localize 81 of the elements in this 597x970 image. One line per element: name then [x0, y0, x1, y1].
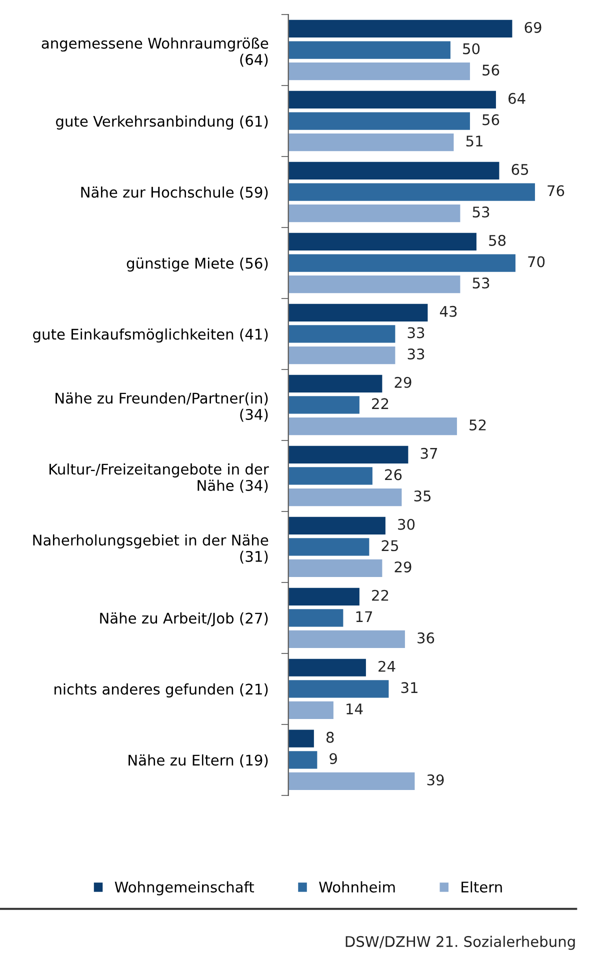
bar — [288, 772, 416, 791]
y-tick-label: angemessene Wohnraumgröße (64) — [42, 37, 268, 67]
data-label: 30 — [398, 518, 415, 530]
data-label: 37 — [420, 448, 438, 459]
bar — [288, 204, 462, 223]
bar — [288, 558, 384, 578]
data-label: 56 — [482, 114, 500, 126]
data-label: 25 — [382, 540, 398, 552]
bar — [288, 537, 370, 557]
data-label: 8 — [326, 732, 334, 743]
y-tick-label: Nähe zu Eltern (19) — [128, 754, 268, 768]
y-tick-label: günstige Miete (56) — [126, 257, 268, 272]
bar — [288, 445, 410, 464]
legend-label: Wohngemeinschaft — [114, 881, 254, 896]
bar — [288, 161, 500, 180]
data-label: 22 — [372, 590, 388, 601]
bar — [288, 608, 344, 628]
data-label: 64 — [508, 92, 526, 104]
bar — [288, 182, 536, 202]
bar — [288, 346, 396, 365]
data-label: 14 — [346, 704, 363, 714]
data-label: 29 — [394, 561, 412, 572]
data-label: 53 — [472, 278, 490, 289]
bar — [288, 374, 384, 394]
bar — [288, 750, 318, 770]
bar — [288, 303, 429, 322]
y-tick-label: Naherholungsgebiet in der Nähe (31) — [33, 534, 268, 564]
data-label: 33 — [408, 348, 424, 360]
data-label: 70 — [528, 256, 545, 268]
data-label: 69 — [524, 22, 542, 33]
data-label: 17 — [356, 611, 372, 622]
bar — [288, 416, 458, 436]
bar — [288, 62, 471, 81]
data-label: 43 — [440, 306, 457, 317]
bar — [288, 40, 452, 60]
data-label: 26 — [385, 469, 402, 480]
legend-label: Eltern — [462, 881, 502, 893]
data-label: 9 — [330, 753, 337, 764]
y-tick-label: Kultur-/Freizeitangebote in der Nähe (34) — [50, 463, 269, 493]
bar — [288, 630, 406, 649]
data-label: 29 — [394, 376, 412, 388]
text: DSW/DZHW 21. Sozialerhebung — [346, 936, 575, 950]
bar — [288, 274, 462, 294]
bar — [288, 586, 360, 606]
bar — [288, 90, 497, 110]
data-label: 33 — [408, 327, 424, 338]
y-tick-label: gute Einkaufsmöglichkeiten (41) — [33, 328, 268, 343]
data-label: 53 — [472, 206, 490, 218]
bar — [288, 728, 315, 748]
y-tick-label: nichts anderes gefunden (21) — [54, 683, 268, 698]
bar — [288, 111, 471, 131]
bar — [288, 324, 396, 344]
y-tick-label: Nähe zu Arbeit/Job (27) — [100, 612, 268, 626]
data-label: 58 — [489, 234, 506, 246]
bar — [288, 395, 360, 415]
data-label: 51 — [466, 136, 482, 147]
data-label: 76 — [548, 185, 564, 196]
data-label: 31 — [401, 682, 418, 694]
bar — [288, 232, 478, 252]
data-label: 52 — [470, 419, 486, 430]
data-label: 22 — [372, 398, 388, 409]
bar — [288, 516, 386, 536]
bar — [288, 132, 455, 152]
y-tick-label: gute Verkehrsanbindung (61) — [56, 115, 268, 130]
bar — [288, 679, 390, 699]
bar — [288, 253, 516, 273]
data-label: 50 — [463, 43, 480, 54]
data-label: 35 — [414, 490, 431, 502]
bar — [288, 700, 334, 720]
data-label: 65 — [512, 164, 528, 175]
bar — [288, 19, 514, 38]
bar — [288, 488, 403, 507]
data-label: 36 — [418, 632, 434, 644]
bar — [288, 466, 374, 486]
y-tick-label: Nähe zur Hochschule (59) — [81, 186, 268, 200]
legend-label: Wohnheim — [319, 881, 395, 893]
data-label: 56 — [482, 64, 500, 76]
data-label: 24 — [378, 660, 396, 672]
bar — [288, 658, 367, 678]
data-label: 39 — [427, 774, 444, 786]
y-tick-label: Nähe zu Freunden/Partner(in) (34) — [56, 392, 268, 422]
